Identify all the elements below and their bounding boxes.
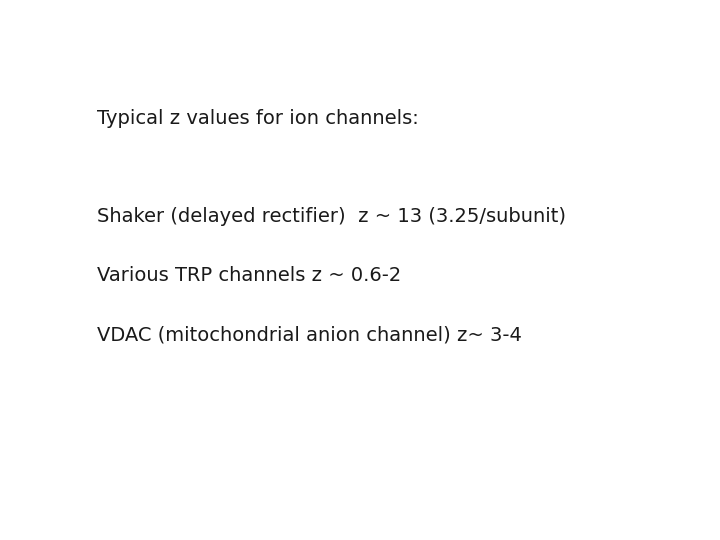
Text: Various TRP channels z ~ 0.6-2: Various TRP channels z ~ 0.6-2 [97,266,402,285]
Text: VDAC (mitochondrial anion channel) z~ 3-4: VDAC (mitochondrial anion channel) z~ 3-… [97,325,522,345]
Text: Shaker (delayed rectifier)  z ~ 13 (3.25/subunit): Shaker (delayed rectifier) z ~ 13 (3.25/… [97,206,566,226]
Text: Typical z values for ion channels:: Typical z values for ion channels: [97,109,419,129]
